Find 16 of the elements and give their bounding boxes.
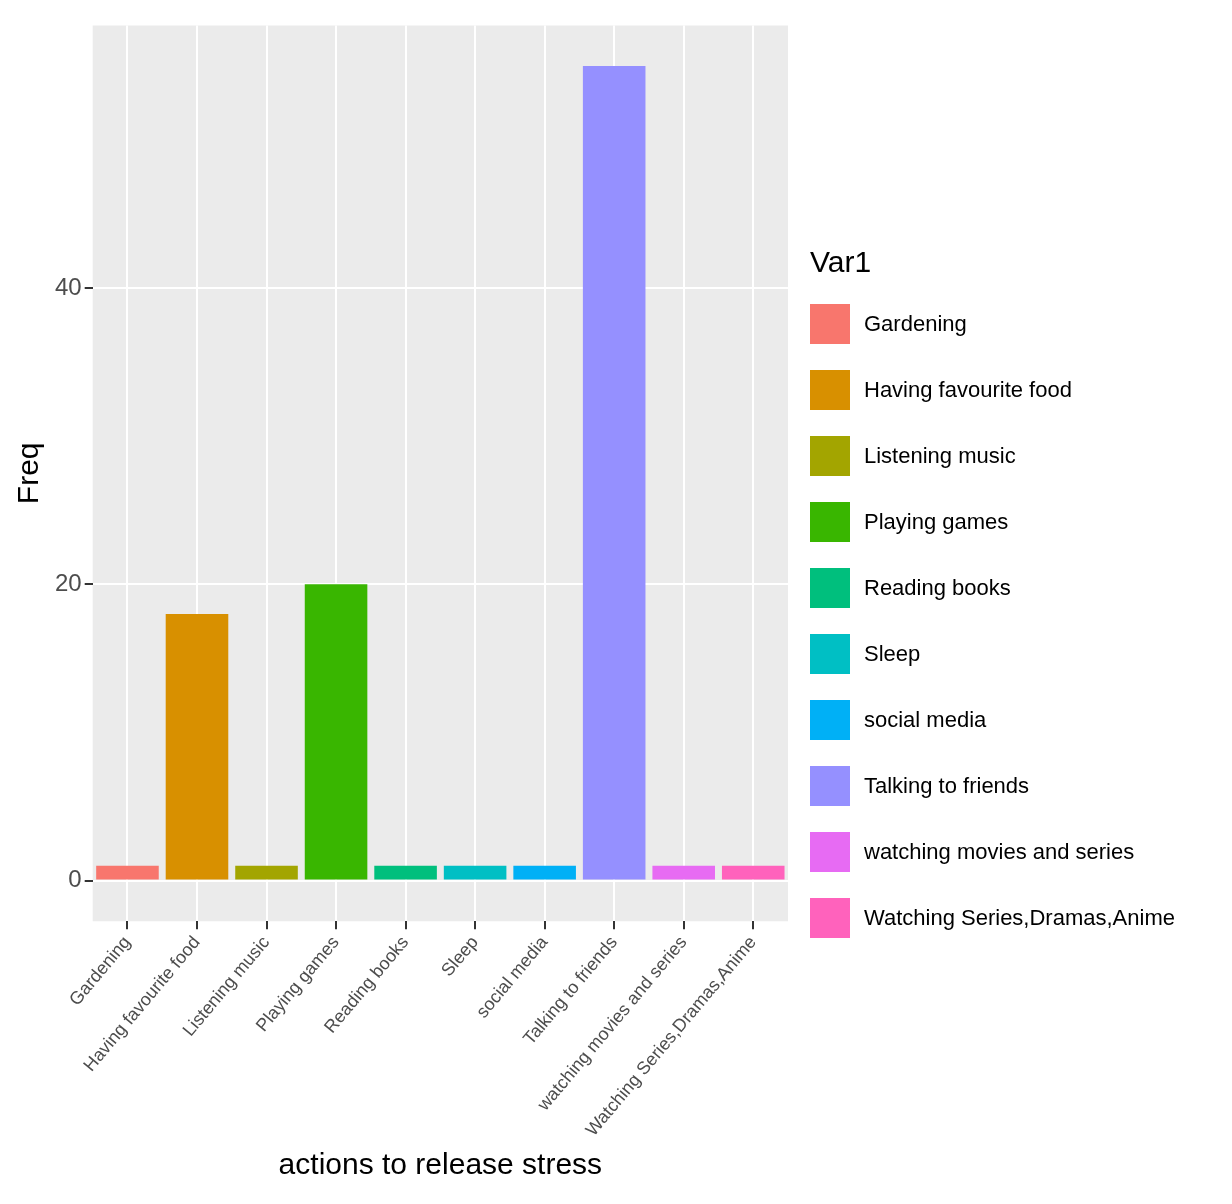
y-tick-label: 0: [68, 865, 82, 893]
legend-label: Reading books: [864, 575, 1011, 601]
legend-label: Gardening: [864, 311, 967, 337]
legend-label: Watching Series,Dramas,Anime: [864, 905, 1175, 931]
legend-label: Listening music: [864, 443, 1016, 469]
legend-label: Talking to friends: [864, 773, 1030, 799]
legend-title: Var1: [810, 245, 873, 279]
y-tick-label: 40: [54, 272, 82, 300]
y-axis-title: Freq: [11, 442, 45, 505]
x-axis-title: actions to release stress: [278, 1147, 603, 1181]
legend-label: social media: [864, 707, 987, 733]
y-tick-label: 20: [54, 568, 82, 596]
legend-label: Having favourite food: [864, 377, 1072, 403]
legend-label: Sleep: [864, 641, 921, 667]
legend-label: Playing games: [864, 509, 1009, 535]
legend-label: watching movies and series: [864, 839, 1135, 865]
